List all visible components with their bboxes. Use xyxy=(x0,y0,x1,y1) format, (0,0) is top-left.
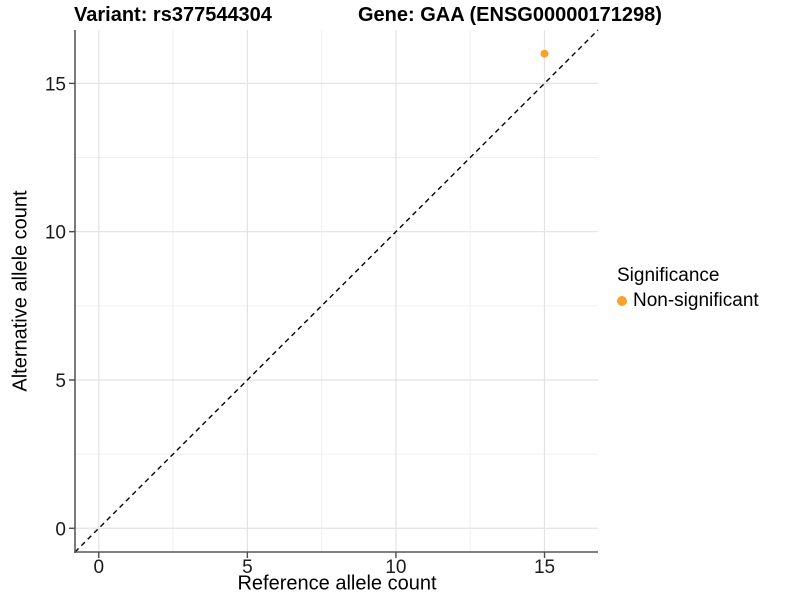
x-tick-label: 15 xyxy=(534,557,555,578)
identity-dashed-line xyxy=(74,29,599,553)
x-tick-label: 10 xyxy=(385,557,406,578)
data-point xyxy=(540,49,549,58)
legend: Significance Non-significant xyxy=(617,265,759,312)
y-tick-label: 0 xyxy=(55,519,66,540)
y-tick-label: 5 xyxy=(55,371,66,392)
x-axis-title: Reference allele count xyxy=(237,572,437,595)
y-axis-title: Alternative allele count xyxy=(9,190,32,392)
x-tick-label: 5 xyxy=(242,557,253,578)
legend-title: Significance xyxy=(617,265,720,286)
legend-item: Non-significant xyxy=(617,290,759,312)
y-tick-label: 15 xyxy=(45,74,66,95)
y-tick-label: 10 xyxy=(45,223,66,244)
plot-title-variant: Variant: rs377544304 xyxy=(74,4,272,26)
legend-item-label: Non-significant xyxy=(633,290,759,311)
x-tick-label: 0 xyxy=(93,557,104,578)
legend-point-icon xyxy=(617,296,627,306)
plot-title-gene: Gene: GAA (ENSG00000171298) xyxy=(358,4,662,26)
